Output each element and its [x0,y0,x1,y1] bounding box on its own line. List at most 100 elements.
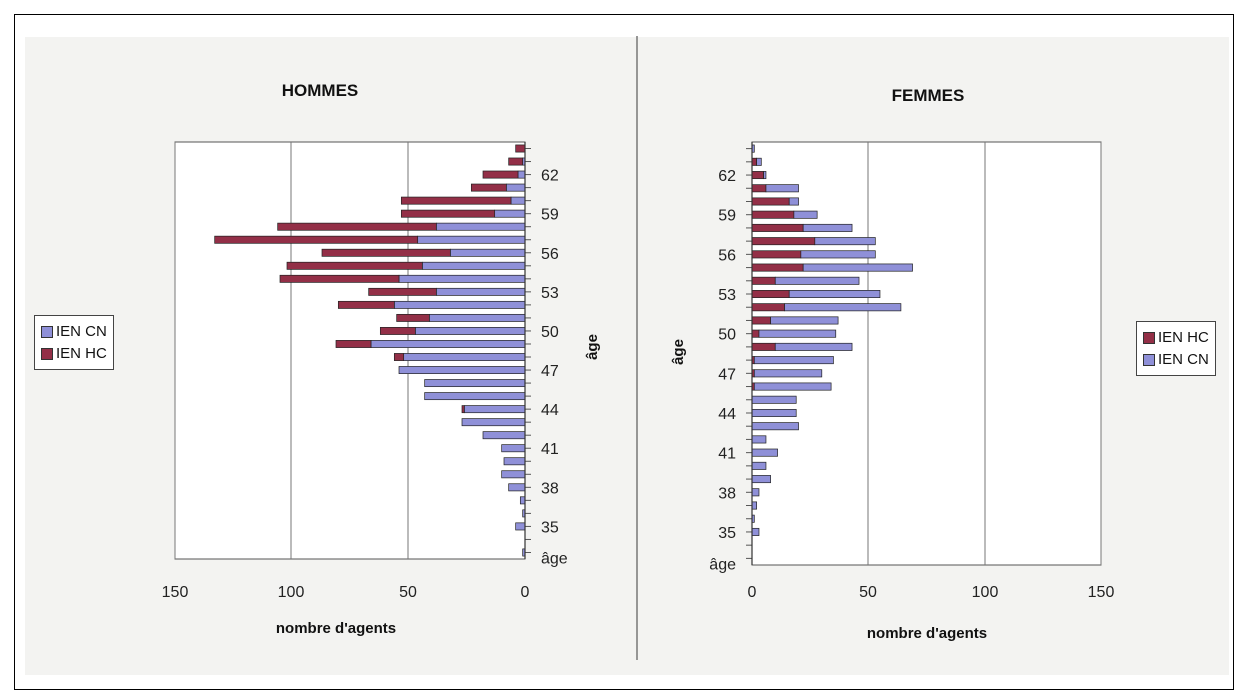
hommes-bar-ien-cn-age-43 [461,418,526,427]
hommes-bar-ien-hc-age-57 [214,235,419,244]
femmes-bar-ien-hc-age-54 [751,276,776,285]
hommes-bar-ien-cn-age-47 [398,366,526,374]
femmes-bar-ien-hc-age-57 [751,237,816,246]
hommes-x-tick-label: 50 [399,584,417,601]
hommes-y-tick-label: 47 [541,363,559,380]
hommes-bar-ien-cn-age-45 [424,392,526,401]
legend-swatch-ien-hc [1143,332,1155,344]
femmes-bar-ien-cn-age-55 [802,263,913,272]
femmes-bar-ien-hc-age-52 [751,303,785,312]
hommes-bar-ien-cn-age-48 [403,353,526,361]
hommes-x-tick-label: 0 [521,584,530,601]
femmes-y-axis-title: âge [670,339,687,365]
hommes-y-tick-label: 38 [541,480,559,497]
hommes-x-tick-label: 150 [162,584,189,601]
hommes-bar-ien-cn-age-46 [424,379,526,388]
femmes-bar-ien-cn-age-41 [751,448,778,457]
femmes-y-tick-label: 41 [718,446,736,463]
hommes-y-tick-label: âge [541,550,568,567]
hommes-bar-ien-cn-age-51 [428,313,526,322]
femmes-y-tick-label: 35 [718,525,736,542]
femmes-y-tick-label: âge [709,556,736,573]
femmes-bar-ien-cn-age-52 [784,303,902,312]
femmes-x-tick-label: 50 [859,584,877,601]
femmes-bar-ien-hc-age-63 [751,157,758,166]
femmes-y-tick-label: 47 [718,366,736,383]
hommes-bar-ien-cn-age-40 [503,457,526,466]
femmes-y-tick-label: 44 [718,406,736,423]
femmes-bar-ien-cn-age-62 [763,171,767,180]
femmes-bar-ien-hc-age-60 [751,197,790,206]
legend-item: IEN HC [41,343,107,365]
femmes-y-tick-label: 38 [718,485,736,502]
hommes-bar-ien-hc-age-54 [279,274,400,283]
femmes-bar-ien-cn-age-51 [770,316,839,325]
femmes-plot-area [751,141,1102,566]
legend-item: IEN CN [1143,349,1209,371]
hommes-legend: IEN CN IEN HC [34,315,114,370]
hommes-bar-ien-hc-age-63 [508,157,524,166]
hommes-plot-area [174,141,526,560]
femmes-bar-ien-hc-age-51 [751,316,771,325]
legend-swatch-ien-hc [41,348,53,360]
hommes-bar-ien-cn-age-59 [494,209,526,218]
hommes-bar-ien-hc-age-59 [400,209,496,218]
hommes-y-tick-label: 35 [541,519,559,536]
femmes-title: FEMMES [892,86,965,105]
femmes-bar-ien-cn-age-47 [753,369,823,378]
femmes-bar-ien-cn-age-37 [751,501,758,510]
femmes-bar-ien-cn-age-57 [814,237,876,246]
legend-swatch-ien-cn [1143,354,1155,366]
hommes-bar-ien-hc-age-50 [379,327,416,335]
femmes-bar-ien-cn-age-48 [753,356,834,365]
femmes-bar-ien-hc-age-59 [751,210,795,219]
legend-label: IEN CN [1158,351,1209,368]
hommes-bar-ien-hc-age-61 [470,183,507,192]
hommes-bar-ien-cn-age-62 [517,170,526,179]
femmes-bar-ien-cn-age-40 [751,461,767,470]
hommes-bar-ien-cn-age-41 [501,444,526,453]
hommes-y-tick-label: 50 [541,324,559,341]
hommes-bar-ien-hc-age-55 [286,261,423,270]
hommes-bar-ien-cn-age-53 [435,287,526,296]
femmes-bar-ien-hc-age-56 [751,250,802,259]
hommes-y-tick-label: 44 [541,402,559,419]
femmes-y-tick-label: 50 [718,327,736,344]
hommes-bar-ien-cn-age-37 [519,496,526,505]
femmes-legend: IEN HC IEN CN [1136,321,1216,376]
femmes-bar-ien-cn-age-45 [751,395,797,404]
hommes-bar-ien-cn-age-44 [463,405,526,414]
femmes-bar-ien-hc-age-58 [751,223,804,232]
hommes-bar-ien-hc-age-48 [393,353,405,361]
hommes-bar-ien-cn-age-38 [508,483,526,492]
femmes-bar-ien-cn-age-56 [800,250,876,259]
legend-item: IEN CN [41,321,107,343]
hommes-bar-ien-hc-age-62 [482,170,519,179]
femmes-bar-ien-cn-age-44 [751,408,797,417]
hommes-bar-ien-cn-age-58 [435,222,526,231]
hommes-bar-ien-cn-age-39 [501,470,526,479]
hommes-bar-ien-hc-age-64 [515,144,526,153]
femmes-x-tick-label: 150 [1088,584,1115,601]
hommes-bar-ien-hc-age-56 [321,248,451,257]
femmes-bar-ien-cn-age-59 [793,210,818,219]
femmes-x-axis-title: nombre d'agents [867,625,987,642]
femmes-bar-ien-cn-age-49 [774,342,853,351]
femmes-bar-ien-cn-age-38 [751,488,760,497]
femmes-y-tick-label: 59 [718,208,736,225]
hommes-bar-ien-cn-age-61 [505,183,526,192]
hommes-title: HOMMES [282,81,359,100]
femmes-bar-ien-cn-age-60 [788,197,799,206]
axes: 150 100 50 0 âge 35 38 41 44 47 50 53 56 59 62 0 50 100 15… [162,142,1115,601]
hommes-y-tick-label: 53 [541,285,559,302]
hommes-bar-ien-hc-age-53 [368,287,437,296]
femmes-bar-ien-cn-age-35 [751,527,760,536]
femmes-bar-ien-hc-age-53 [751,290,790,299]
hommes-bar-ien-cn-age-54 [398,274,526,283]
hommes-y-tick-label: 56 [541,246,559,263]
hommes-bar-ien-cn-age-55 [421,261,526,270]
femmes-bar-ien-hc-age-50 [751,329,760,338]
hommes-bar-ien-cn-age-50 [414,327,526,335]
hommes-bar-ien-hc-age-52 [337,300,395,309]
